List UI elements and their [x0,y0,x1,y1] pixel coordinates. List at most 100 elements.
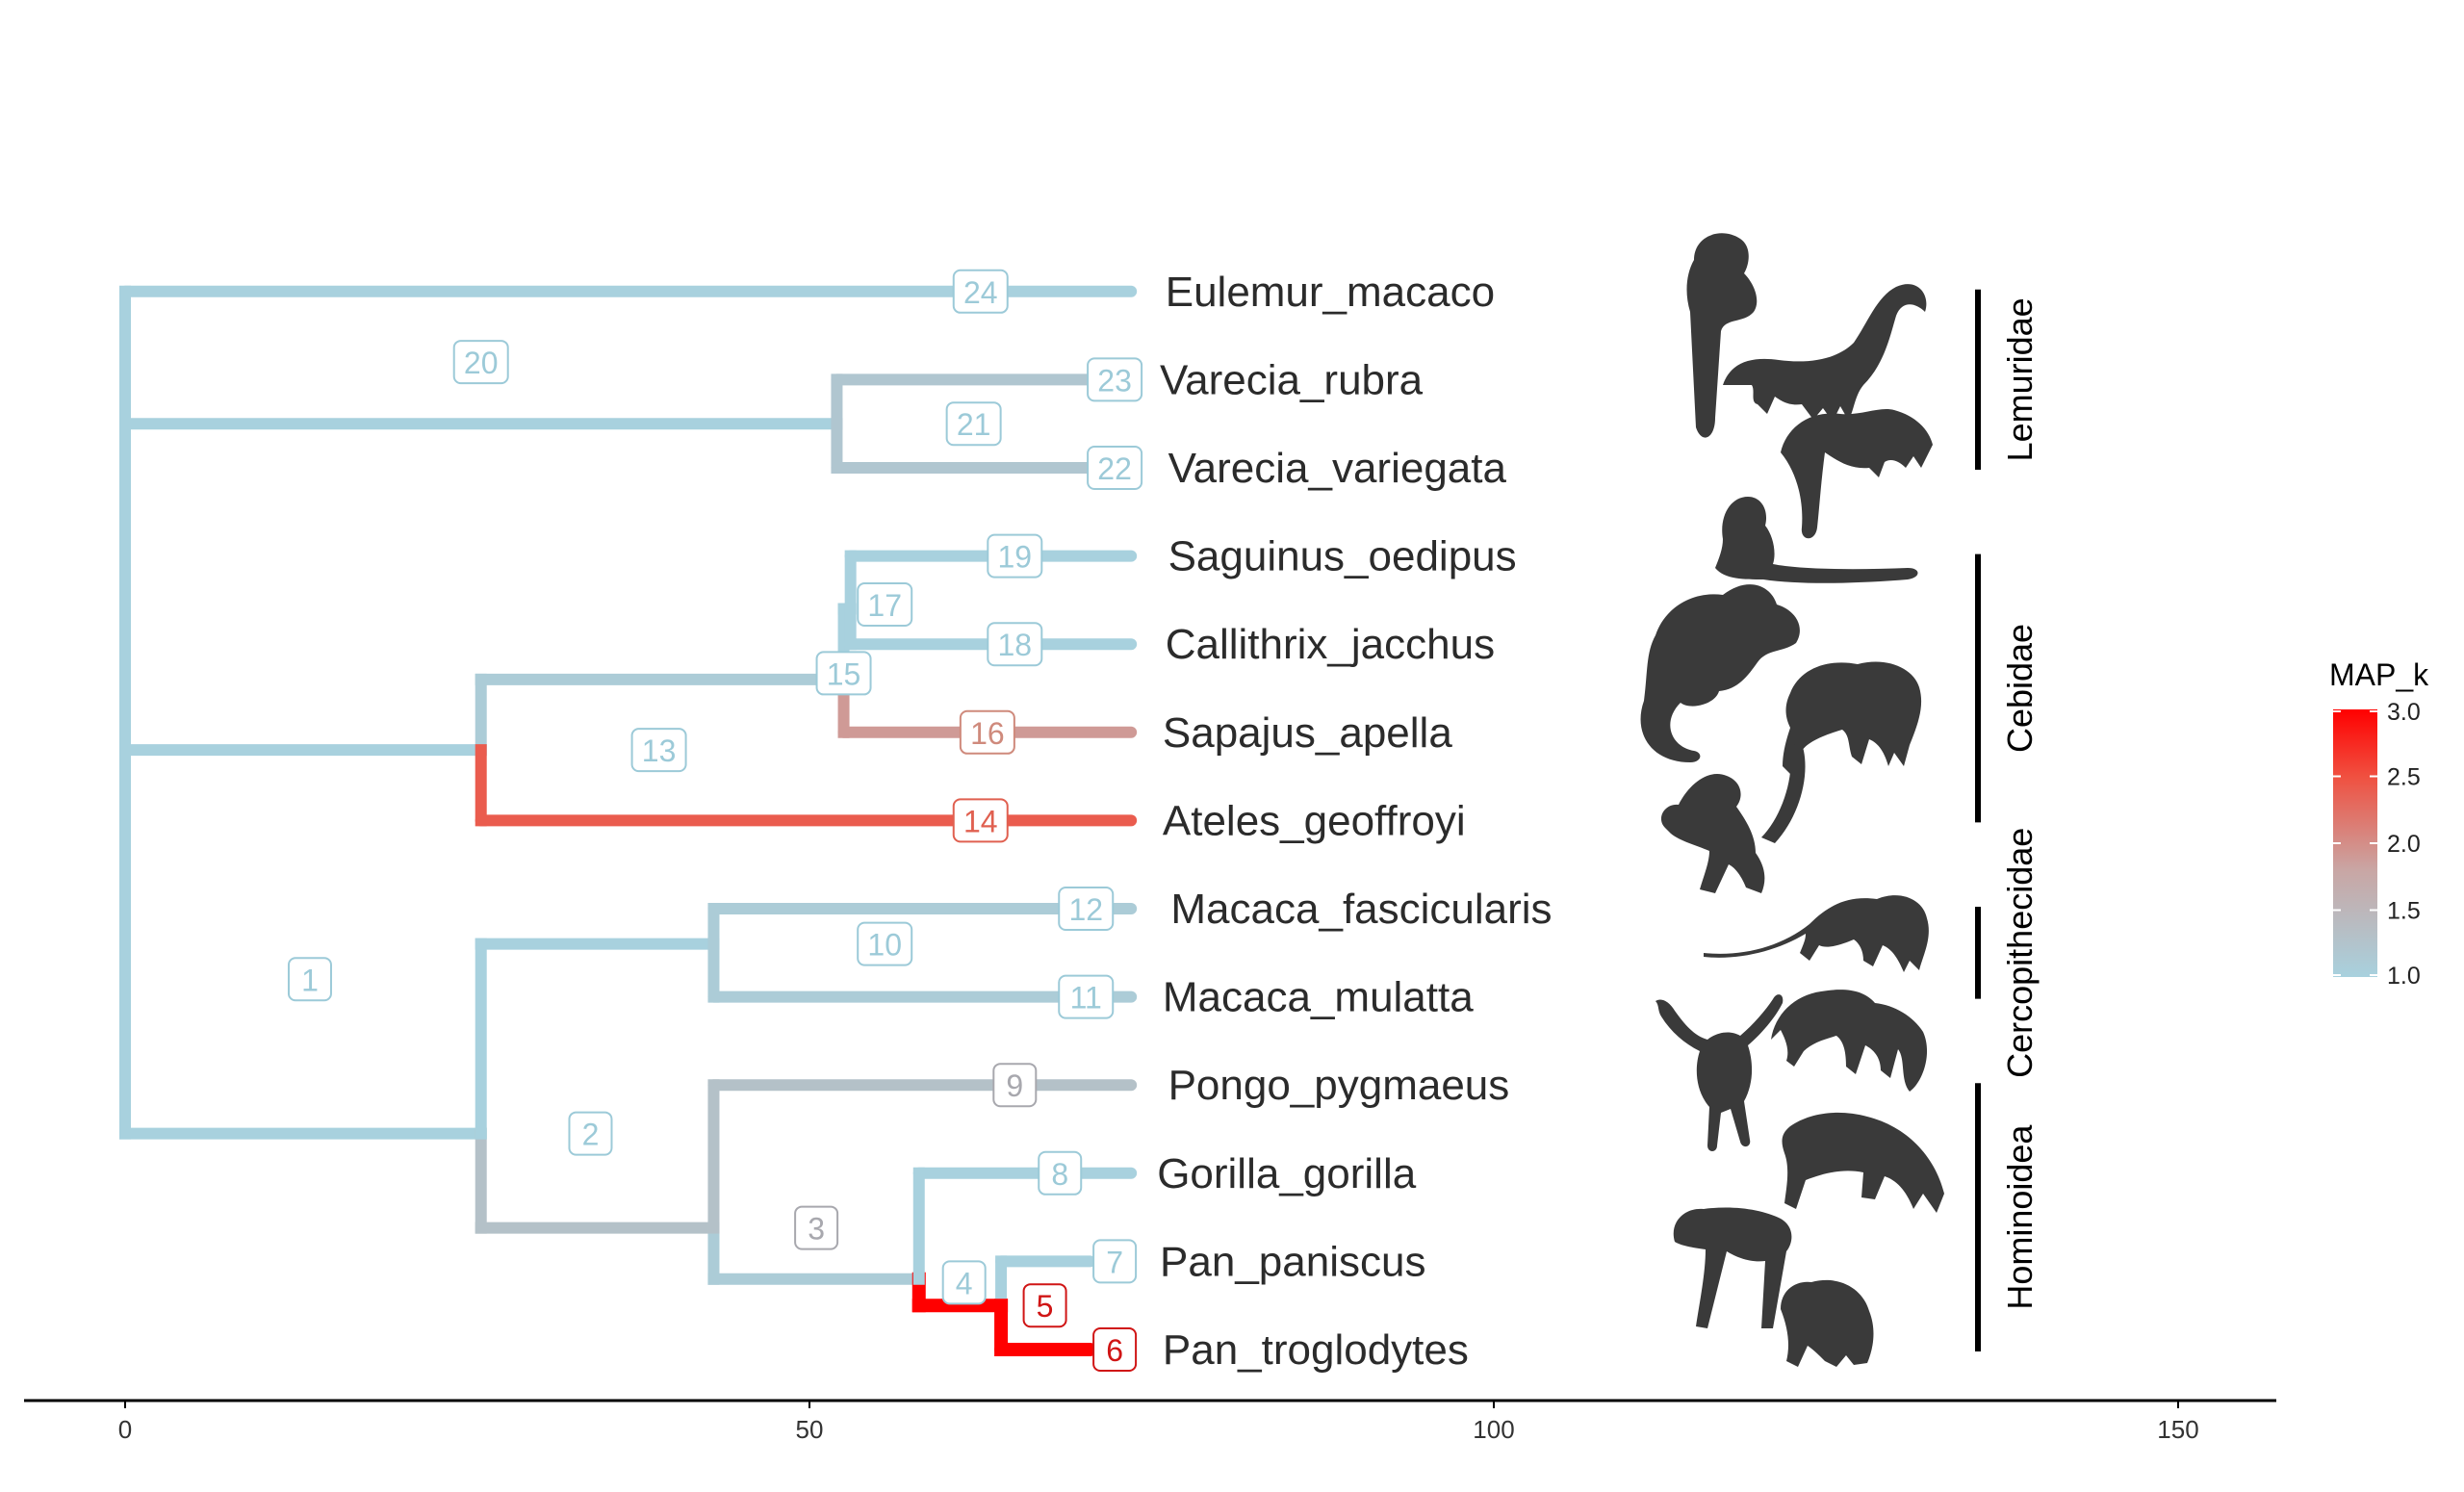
tip-label-callithrix-jacchus: Callithrix_jacchus [1166,621,1495,668]
node-label-21: 21 [945,401,1002,447]
node-label-12: 12 [1058,887,1115,931]
tip-labels: Eulemur_macaco Varecia_rubra Varecia_varie… [1157,269,1552,1374]
clade-label: Hominoidea [2000,1124,2040,1310]
legend-tick-label: 2.5 [2387,764,2421,791]
node-label-text: 13 [642,733,677,768]
node-label-2: 2 [568,1111,613,1156]
tip-label-sapajus-apella: Sapajus_apella [1163,709,1452,757]
clade-cebidae: Cebidae [1975,553,2040,823]
node-label-4: 4 [941,1260,987,1305]
macaque-silhouette [1704,895,1929,972]
x-tick-label-150: 150 [2157,1415,2198,1444]
tip-label-pan-paniscus: Pan_paniscus [1160,1238,1425,1285]
tip-label-pan-troglodytes: Pan_troglodytes [1163,1326,1469,1374]
node-label-18: 18 [987,622,1043,667]
tip-label-varecia-variegata: Varecia_variegata [1168,445,1507,492]
node-label-text: 5 [1037,1289,1054,1324]
node-label-text: 9 [1006,1068,1023,1103]
clade-bars: Lemuridae Cebidae Cercopithecidae Hominoide… [1975,289,2040,1351]
node-label-text: 11 [1070,981,1102,1016]
tip-label-ateles-geoffroyi: Ateles_geoffroyi [1163,797,1466,844]
tip-label-pongo-pygmaeus: Pongo_pygmaeus [1168,1062,1510,1109]
macaque-silhouette [1771,990,1928,1092]
node-label-text: 19 [998,540,1033,575]
node-label-20: 20 [452,340,509,385]
node-label-text: 24 [963,275,998,310]
silhouettes [1640,233,1944,1367]
node-label-text: 7 [1106,1245,1123,1279]
node-label-text: 14 [963,804,998,838]
node-label-text: 1 [301,963,319,997]
node-label-8: 8 [1038,1150,1083,1196]
node-label-text: 23 [1097,363,1132,398]
node-label-3: 3 [794,1205,839,1250]
node-label-text: 12 [1068,892,1103,927]
node-label-15: 15 [815,651,872,696]
clade-hominoidea: Hominoidea [1975,1083,2040,1351]
tip-label-macaca-fascicularis: Macaca_fascicularis [1170,886,1552,933]
legend: MAP_k 1.0 1.5 2.0 2.5 3.0 [2329,657,2429,990]
node-label-22: 22 [1087,446,1143,490]
chimpanzee-silhouette [1781,1279,1874,1367]
legend-tick-label: 3.0 [2387,699,2421,726]
x-tick-label-50: 50 [796,1415,824,1444]
node-label-17: 17 [857,581,913,627]
node-label-11: 11 [1058,974,1115,1019]
lemur-silhouette [1686,233,1758,438]
node-label-5: 5 [1022,1283,1067,1328]
tip-label-varecia-rubra: Varecia_rubra [1160,356,1424,403]
lemur-silhouette [1723,284,1927,422]
legend-ticks: 1.0 1.5 2.0 2.5 3.0 [2333,699,2421,990]
node-label-text: 17 [867,588,902,623]
x-tick-label-0: 0 [118,1415,132,1444]
clade-label: Cercopithecidae [2000,828,2040,1078]
node-label-text: 2 [582,1118,600,1152]
node-label-text: 20 [464,346,499,380]
node-label-13: 13 [630,728,687,773]
node-label-14: 14 [952,798,1009,843]
legend-title: MAP_k [2329,657,2429,692]
node-label-text: 10 [867,928,902,963]
capuchin-silhouette [1783,661,1922,776]
node-label-text: 4 [956,1266,973,1300]
x-axis: 0 50 100 150 [24,1399,2276,1444]
node-label-text: 6 [1106,1333,1123,1368]
node-label-text: 18 [998,628,1033,662]
node-label-text: 21 [957,407,991,442]
node-label-10: 10 [857,921,913,966]
clade-label: Lemuridae [2000,297,2040,461]
node-label-text: 16 [970,716,1005,751]
node-label-19: 19 [987,533,1043,579]
node-label-text: 22 [1097,451,1132,486]
legend-tick-label: 1.5 [2387,898,2421,925]
node-label-text: 8 [1051,1157,1068,1192]
orangutan-silhouette [1656,994,1784,1151]
clade-cercopithecidae: Cercopithecidae [1975,828,2040,1078]
node-label-16: 16 [959,709,1015,755]
lemur-silhouette [1781,409,1933,539]
tip-label-macaca-mulatta: Macaca_mulatta [1163,974,1474,1021]
node-label-9: 9 [992,1063,1038,1108]
node-label-text: 15 [827,656,861,691]
legend-tick-label: 2.0 [2387,831,2421,858]
node-label-23: 23 [1087,357,1143,402]
node-label-7: 7 [1092,1239,1138,1284]
node-labels: 1 20 2 13 3 10 21 24 15 14 17 16 4 9 19 18 12 11 5 8 23 22 7 6 [287,269,1143,1372]
spider-monkey-silhouette [1660,743,1806,893]
gorilla-silhouette [1782,1112,1944,1213]
legend-tick-label: 1.0 [2387,963,2421,990]
clade-label: Cebidae [2000,624,2040,753]
tamarin-silhouette [1715,497,1918,583]
bonobo-silhouette [1673,1207,1792,1328]
node-label-24: 24 [952,269,1009,314]
node-label-text: 3 [808,1212,825,1247]
node-label-1: 1 [287,957,332,1002]
tip-label-eulemur-macaco: Eulemur_macaco [1166,269,1495,316]
tip-label-saguinus-oedipus: Saguinus_oedipus [1168,533,1517,580]
x-tick-label-100: 100 [1473,1415,1514,1444]
tip-label-gorilla-gorilla: Gorilla_gorilla [1157,1150,1417,1197]
marmoset-silhouette [1640,584,1800,762]
node-label-6: 6 [1092,1327,1138,1372]
clade-lemuridae: Lemuridae [1975,289,2040,470]
